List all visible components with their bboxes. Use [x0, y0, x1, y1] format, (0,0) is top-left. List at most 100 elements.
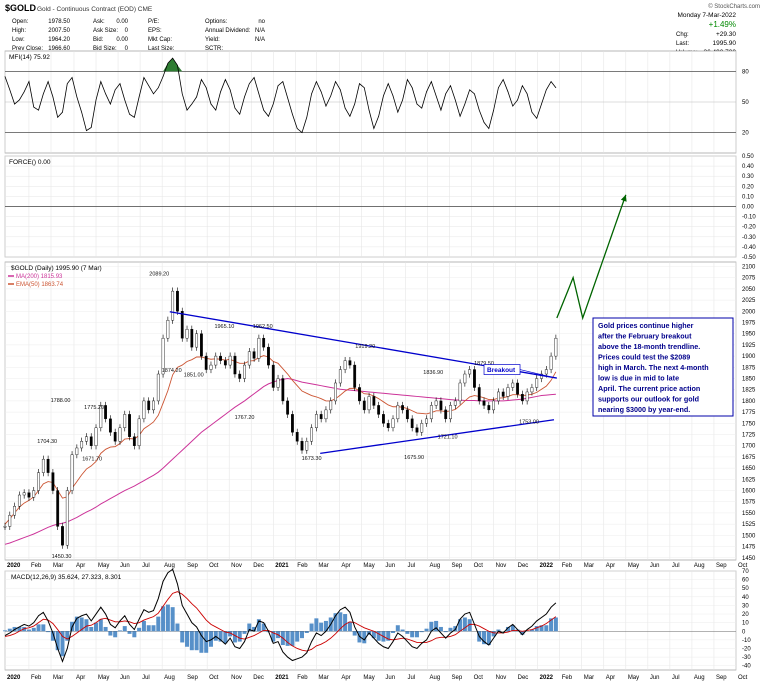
x-tick-label: Mar — [584, 675, 594, 681]
mfi-point — [210, 103, 212, 105]
histogram-bar — [520, 631, 525, 635]
mfi-point — [186, 109, 188, 111]
price-annotation: 1775.20 — [84, 405, 104, 411]
price-candle — [463, 373, 467, 384]
x-tick-label: Sep — [452, 675, 463, 681]
histogram-bar — [323, 620, 328, 632]
x-tick-label: Mar — [318, 675, 328, 681]
x-tick-label: Feb — [297, 675, 308, 681]
mfi-point — [129, 113, 130, 115]
mfi-point — [555, 87, 557, 89]
mfi-point — [498, 87, 499, 89]
mfi-point — [450, 85, 451, 86]
quote-label: Low: — [12, 37, 25, 43]
y-tick-label: 2000 — [742, 309, 756, 315]
mfi-point — [502, 79, 504, 80]
price-candle — [89, 436, 93, 446]
quote-label: Ask: — [93, 19, 105, 25]
y-tick-label: 1600 — [742, 489, 756, 495]
histogram-bar — [319, 622, 324, 632]
mfi-point — [143, 77, 145, 78]
price-candle — [468, 369, 472, 375]
credit-label: © StockCharts.com — [708, 3, 760, 10]
chart-header: $GOLD Gold - Continuous Contract (EOD) C… — [5, 3, 760, 56]
x-tick-label: Jun — [385, 675, 395, 681]
price-candle — [137, 418, 141, 446]
x-tick-label: Jul — [142, 563, 150, 569]
price-annotation: 1965.10 — [214, 324, 234, 330]
x-tick-label: May — [363, 675, 374, 681]
price-candle — [46, 458, 50, 473]
x-tick-label: Sep — [187, 563, 198, 569]
mfi-point — [172, 57, 173, 59]
mfi-point — [407, 79, 408, 80]
x-tick-label: Mar — [584, 563, 594, 569]
y-tick-label: 0.20 — [742, 184, 754, 190]
quote-label: Last Size: — [148, 46, 175, 52]
y-tick-label: 0.50 — [742, 154, 754, 160]
histogram-bar — [467, 619, 472, 632]
price-panel: 2100 2075 2050 2025 2000 1975 1950 1925 1900 1875… — [3, 194, 756, 562]
x-tick-label: Dec — [253, 563, 264, 569]
histogram-bar — [410, 631, 415, 638]
mfi-line — [4, 57, 557, 134]
x-tick-label: May — [363, 563, 374, 569]
mfi-point — [4, 76, 6, 77]
histogram-bar — [79, 617, 84, 632]
mfi-point — [249, 83, 250, 84]
price-candle — [219, 355, 222, 361]
x-tick-label: May — [628, 675, 639, 681]
histogram-bar — [424, 628, 429, 632]
mfi-point — [90, 127, 92, 128]
mfi-point — [488, 128, 490, 129]
price-title: $GOLD (Daily) 1995.90 (7 Mar) — [11, 265, 102, 272]
histogram-bar — [26, 629, 31, 632]
y-tick-label: 1850 — [742, 377, 756, 383]
y-tick-label: -0.30 — [742, 235, 756, 241]
histogram-bar — [529, 629, 534, 632]
x-tick-label: Apr — [341, 563, 350, 569]
x-tick-label: Apr — [606, 563, 615, 569]
y-tick-label: -0.40 — [742, 245, 756, 251]
mfi-point — [66, 83, 68, 84]
mfi-point — [134, 117, 135, 118]
histogram-bar — [419, 631, 424, 633]
legend-label: EMA(50) 1863.74 — [16, 282, 64, 288]
quote-value: N/A — [255, 28, 265, 34]
mfi-point — [71, 77, 73, 78]
histogram-bar — [434, 620, 439, 632]
price-candle — [314, 414, 318, 429]
quote-label: Bid: — [93, 37, 104, 43]
histogram-bar — [362, 631, 367, 644]
mfi-point — [546, 89, 547, 91]
quote-label: P/E: — [148, 19, 160, 25]
price-candle — [439, 400, 443, 411]
histogram-bar — [237, 631, 242, 642]
x-tick-label: Nov — [231, 563, 242, 569]
price-candle — [396, 405, 400, 420]
mfi-point — [9, 89, 11, 91]
mfi-point — [349, 115, 351, 117]
x-tick-label: Aug — [164, 563, 175, 569]
histogram-bar — [252, 626, 257, 632]
mfi-point — [445, 93, 447, 95]
histogram-bar — [127, 631, 132, 634]
x-tick-label: Jun — [120, 675, 130, 681]
mfi-point — [138, 96, 140, 98]
price-candle — [161, 337, 165, 375]
histogram-bar — [156, 616, 161, 632]
price-candle — [310, 427, 313, 442]
mfi-point — [119, 83, 121, 84]
histogram-bar — [218, 631, 223, 642]
price-candle — [501, 391, 505, 397]
y-tick-label: 1500 — [742, 533, 756, 539]
x-tick-label: Jul — [672, 675, 680, 681]
histogram-bar — [3, 630, 7, 632]
x-tick-label: Sep — [716, 563, 727, 569]
mfi-point — [335, 81, 336, 82]
price-candle — [520, 393, 524, 402]
price-candle — [525, 391, 529, 402]
y-tick-label: 30 — [742, 603, 749, 609]
price-candle — [497, 391, 500, 402]
